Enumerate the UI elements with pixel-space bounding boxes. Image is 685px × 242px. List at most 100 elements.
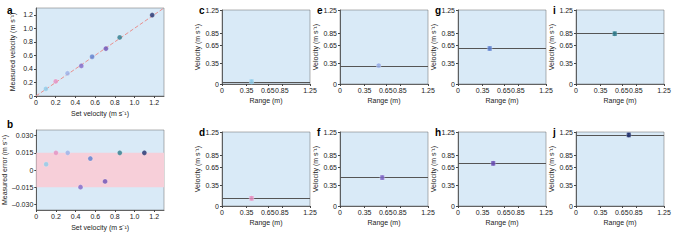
svg-text:1.25: 1.25 bbox=[323, 129, 337, 136]
svg-text:1.25: 1.25 bbox=[205, 7, 219, 14]
svg-text:0.2: 0.2 bbox=[51, 213, 61, 220]
svg-text:0.65: 0.65 bbox=[379, 209, 393, 216]
svg-text:Range (m): Range (m) bbox=[249, 97, 282, 105]
svg-text:1.0: 1.0 bbox=[23, 25, 33, 32]
svg-text:0.35: 0.35 bbox=[559, 182, 573, 189]
svg-text:h: h bbox=[435, 127, 441, 138]
svg-text:Velocity (m s⁻¹): Velocity (m s⁻¹) bbox=[194, 146, 202, 192]
svg-text:0: 0 bbox=[34, 99, 38, 106]
svg-text:0.4: 0.4 bbox=[71, 99, 81, 106]
svg-text:0: 0 bbox=[215, 203, 219, 210]
svg-text:0: 0 bbox=[574, 209, 578, 216]
svg-text:Velocity (m s⁻¹): Velocity (m s⁻¹) bbox=[312, 146, 320, 192]
svg-text:0: 0 bbox=[220, 209, 224, 216]
svg-text:0.85: 0.85 bbox=[629, 87, 643, 94]
svg-text:0: 0 bbox=[338, 87, 342, 94]
svg-text:0: 0 bbox=[333, 203, 337, 210]
svg-text:0.4: 0.4 bbox=[71, 213, 81, 220]
svg-text:Measured velocity (m s⁻¹): Measured velocity (m s⁻¹) bbox=[9, 13, 17, 92]
svg-text:1.25: 1.25 bbox=[421, 209, 435, 216]
svg-text:0: 0 bbox=[574, 87, 578, 94]
svg-text:Range (m): Range (m) bbox=[485, 219, 518, 227]
svg-text:0.65: 0.65 bbox=[379, 87, 393, 94]
svg-text:g: g bbox=[435, 5, 441, 16]
svg-text:–0.030: –0.030 bbox=[12, 201, 34, 208]
svg-text:0.65: 0.65 bbox=[323, 164, 337, 171]
svg-text:0.65: 0.65 bbox=[205, 42, 219, 49]
svg-text:b: b bbox=[7, 119, 13, 130]
svg-text:0: 0 bbox=[456, 209, 460, 216]
svg-text:Range (m): Range (m) bbox=[603, 97, 636, 105]
svg-text:1.25: 1.25 bbox=[205, 129, 219, 136]
svg-text:0.85: 0.85 bbox=[559, 152, 573, 159]
svg-text:1.25: 1.25 bbox=[559, 7, 573, 14]
svg-text:0.85: 0.85 bbox=[441, 152, 455, 159]
svg-text:0.35: 0.35 bbox=[323, 60, 337, 67]
svg-text:0.85: 0.85 bbox=[511, 87, 525, 94]
svg-text:0.65: 0.65 bbox=[441, 42, 455, 49]
svg-text:0.65: 0.65 bbox=[559, 164, 573, 171]
svg-text:0.35: 0.35 bbox=[358, 209, 372, 216]
svg-text:0.35: 0.35 bbox=[205, 182, 219, 189]
svg-text:0.85: 0.85 bbox=[559, 30, 573, 37]
svg-text:0.35: 0.35 bbox=[559, 60, 573, 67]
svg-text:Range (m): Range (m) bbox=[249, 219, 282, 227]
svg-text:0.35: 0.35 bbox=[323, 182, 337, 189]
svg-text:0: 0 bbox=[29, 93, 33, 100]
svg-text:0.65: 0.65 bbox=[497, 209, 511, 216]
svg-text:1.2: 1.2 bbox=[149, 99, 159, 106]
svg-text:0.85: 0.85 bbox=[275, 209, 289, 216]
svg-text:0.35: 0.35 bbox=[240, 87, 254, 94]
svg-text:0: 0 bbox=[569, 81, 573, 88]
svg-text:Velocity (m s⁻¹): Velocity (m s⁻¹) bbox=[430, 24, 438, 70]
svg-text:1.25: 1.25 bbox=[657, 87, 671, 94]
svg-text:0.85: 0.85 bbox=[441, 30, 455, 37]
svg-text:0: 0 bbox=[451, 81, 455, 88]
svg-text:Velocity (m s⁻¹): Velocity (m s⁻¹) bbox=[430, 146, 438, 192]
svg-text:0.65: 0.65 bbox=[323, 42, 337, 49]
svg-text:0.35: 0.35 bbox=[594, 209, 608, 216]
svg-text:0: 0 bbox=[333, 81, 337, 88]
svg-text:0.35: 0.35 bbox=[594, 87, 608, 94]
svg-text:0.35: 0.35 bbox=[476, 209, 490, 216]
svg-text:0: 0 bbox=[338, 209, 342, 216]
svg-text:0.65: 0.65 bbox=[615, 209, 629, 216]
svg-text:1.25: 1.25 bbox=[303, 87, 317, 94]
svg-text:1.0: 1.0 bbox=[130, 99, 140, 106]
svg-text:0.8: 0.8 bbox=[110, 99, 120, 106]
svg-text:0.6: 0.6 bbox=[23, 52, 33, 59]
svg-text:0: 0 bbox=[456, 87, 460, 94]
svg-text:0.015: 0.015 bbox=[16, 149, 34, 156]
svg-text:0.85: 0.85 bbox=[323, 152, 337, 159]
svg-text:1.25: 1.25 bbox=[539, 87, 553, 94]
svg-text:0: 0 bbox=[34, 213, 38, 220]
svg-text:0: 0 bbox=[220, 87, 224, 94]
svg-text:0.85: 0.85 bbox=[393, 87, 407, 94]
svg-text:1.25: 1.25 bbox=[657, 209, 671, 216]
svg-text:0.85: 0.85 bbox=[629, 209, 643, 216]
svg-text:Velocity (m s⁻¹): Velocity (m s⁻¹) bbox=[194, 24, 202, 70]
svg-text:1.2: 1.2 bbox=[149, 213, 159, 220]
svg-text:j: j bbox=[552, 127, 556, 138]
svg-text:0.85: 0.85 bbox=[205, 30, 219, 37]
svg-text:0.65: 0.65 bbox=[261, 87, 275, 94]
svg-text:0.35: 0.35 bbox=[441, 182, 455, 189]
svg-text:0.85: 0.85 bbox=[511, 209, 525, 216]
svg-text:0.4: 0.4 bbox=[23, 65, 33, 72]
svg-text:0.65: 0.65 bbox=[559, 42, 573, 49]
svg-text:a: a bbox=[7, 5, 13, 16]
svg-text:0.6: 0.6 bbox=[90, 213, 100, 220]
svg-text:0.85: 0.85 bbox=[323, 30, 337, 37]
svg-text:1.25: 1.25 bbox=[441, 7, 455, 14]
svg-text:0: 0 bbox=[29, 167, 33, 174]
svg-text:Range (m): Range (m) bbox=[485, 97, 518, 105]
svg-text:0.85: 0.85 bbox=[393, 209, 407, 216]
svg-text:Velocity (m s⁻¹): Velocity (m s⁻¹) bbox=[548, 24, 556, 70]
svg-text:0.65: 0.65 bbox=[615, 87, 629, 94]
svg-text:d: d bbox=[199, 127, 205, 138]
svg-text:Set velocity (m s⁻¹): Set velocity (m s⁻¹) bbox=[71, 110, 129, 118]
svg-text:i: i bbox=[553, 5, 556, 16]
svg-text:0.65: 0.65 bbox=[441, 164, 455, 171]
svg-text:0: 0 bbox=[569, 203, 573, 210]
svg-text:f: f bbox=[317, 127, 321, 138]
